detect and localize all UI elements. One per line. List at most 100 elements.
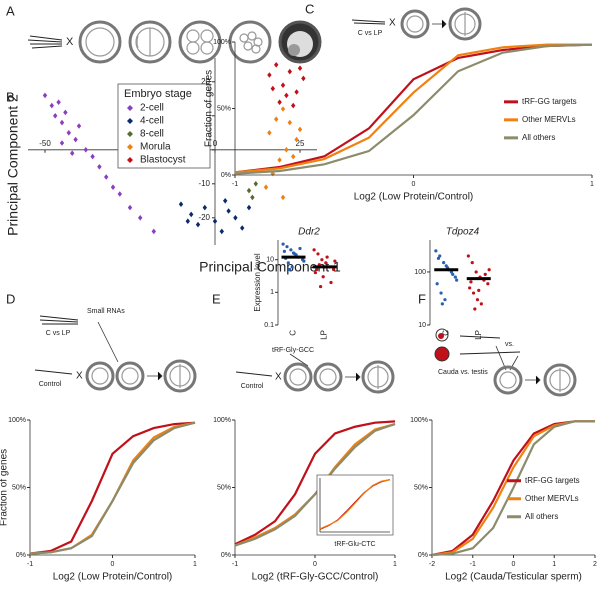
point bbox=[333, 259, 337, 263]
point bbox=[325, 255, 329, 259]
diagram-d: C vs LP Small RNAs Control X bbox=[34, 308, 197, 393]
y-tick-label: 50% bbox=[12, 484, 26, 491]
y-tick-label: 10 bbox=[266, 257, 274, 264]
point bbox=[66, 130, 71, 136]
point bbox=[475, 298, 480, 302]
point bbox=[267, 72, 272, 78]
y-tick-label: 100 bbox=[414, 269, 426, 276]
point bbox=[290, 265, 294, 269]
x-tick-label: 0 bbox=[313, 561, 317, 568]
y-tick-label: 50% bbox=[414, 484, 428, 491]
x-tick-label: -1 bbox=[470, 561, 476, 568]
point bbox=[63, 109, 68, 116]
y-tick-label: 1 bbox=[270, 289, 274, 296]
point bbox=[434, 249, 438, 253]
legend-swatch bbox=[127, 105, 133, 111]
x-tick-label: LP bbox=[320, 330, 329, 340]
panel-letter: A bbox=[6, 3, 15, 18]
point bbox=[288, 267, 292, 272]
x-axis-label: Log2 (Cauda/Testicular sperm) bbox=[445, 572, 582, 583]
panel-letter: F bbox=[418, 291, 426, 306]
x-tick-label: -1 bbox=[27, 561, 33, 568]
point bbox=[202, 204, 207, 211]
point bbox=[440, 302, 444, 306]
point bbox=[294, 136, 299, 143]
label: C vs LP bbox=[46, 330, 71, 337]
x-tick-label: 1 bbox=[552, 561, 556, 568]
point bbox=[277, 99, 282, 105]
point bbox=[219, 228, 224, 235]
series-line bbox=[234, 43, 593, 174]
label: C vs LP bbox=[358, 30, 383, 37]
legend-swatch bbox=[127, 157, 133, 163]
point bbox=[53, 113, 58, 119]
point bbox=[281, 242, 285, 246]
y-tick-label: 100% bbox=[213, 417, 231, 424]
point bbox=[486, 282, 490, 286]
x-tick-label: 0 bbox=[111, 561, 115, 568]
point bbox=[469, 280, 473, 284]
x-tick-label: 2 bbox=[593, 561, 597, 568]
x-tick-label: -50 bbox=[39, 139, 51, 148]
label: Control bbox=[39, 381, 62, 388]
x-tick-label: C bbox=[289, 330, 298, 336]
point bbox=[246, 204, 252, 211]
point bbox=[284, 92, 289, 99]
legend-label: All others bbox=[525, 512, 558, 521]
y-tick-label: 0% bbox=[221, 552, 231, 559]
chart-title: Ddr2 bbox=[298, 227, 320, 238]
point bbox=[189, 211, 194, 218]
series-line bbox=[29, 421, 196, 555]
point bbox=[56, 99, 61, 105]
point bbox=[289, 248, 293, 252]
point bbox=[97, 164, 102, 170]
point bbox=[320, 258, 324, 262]
point bbox=[487, 268, 491, 272]
legend-label: Other MERVLs bbox=[525, 494, 579, 503]
legend-swatch bbox=[127, 118, 133, 124]
legend-label: 8-cell bbox=[140, 129, 164, 140]
point bbox=[233, 215, 238, 221]
point bbox=[297, 126, 303, 133]
y-tick-label: 10 bbox=[418, 322, 426, 329]
legend-label: 4-cell bbox=[140, 116, 164, 127]
legend-label: tRF-GG targets bbox=[525, 476, 580, 485]
cross: X bbox=[76, 371, 83, 382]
legend-label: Blastocyst bbox=[140, 155, 186, 166]
point bbox=[274, 116, 279, 122]
point bbox=[291, 251, 296, 255]
panel-letter: C bbox=[305, 1, 314, 16]
x-tick-label: 1 bbox=[590, 181, 594, 188]
legend-label: Morula bbox=[140, 142, 171, 153]
y-tick-label: 50% bbox=[217, 105, 231, 112]
point bbox=[70, 150, 75, 156]
y-tick-label: 100% bbox=[410, 417, 428, 424]
point bbox=[49, 102, 54, 109]
x-tick-label: 0 bbox=[512, 561, 516, 568]
point bbox=[479, 302, 483, 306]
y-axis-label: Fraction of genes bbox=[204, 70, 215, 147]
x-axis-label: Log2 (tRF-Gly-GCC/Control) bbox=[252, 572, 379, 583]
point bbox=[212, 218, 218, 224]
point bbox=[223, 198, 228, 204]
point bbox=[59, 119, 65, 126]
point bbox=[442, 261, 446, 265]
label: Control bbox=[241, 383, 264, 390]
point bbox=[302, 259, 306, 263]
point bbox=[284, 147, 289, 153]
point bbox=[280, 82, 286, 88]
point bbox=[246, 187, 252, 194]
y-tick-label: -20 bbox=[198, 213, 210, 222]
point bbox=[438, 254, 442, 258]
cross: X bbox=[66, 36, 74, 48]
legend-label: 2-cell bbox=[140, 103, 164, 114]
y-axis-label: Expression level bbox=[253, 253, 262, 311]
label: vs. bbox=[505, 341, 514, 348]
series-line bbox=[431, 420, 595, 557]
point bbox=[466, 254, 470, 258]
label: tRF-Gly-GCC bbox=[272, 347, 314, 354]
series-line bbox=[234, 423, 396, 547]
x-tick-label: 25 bbox=[296, 139, 305, 148]
panel-letter: D bbox=[6, 291, 15, 306]
point bbox=[263, 184, 269, 190]
